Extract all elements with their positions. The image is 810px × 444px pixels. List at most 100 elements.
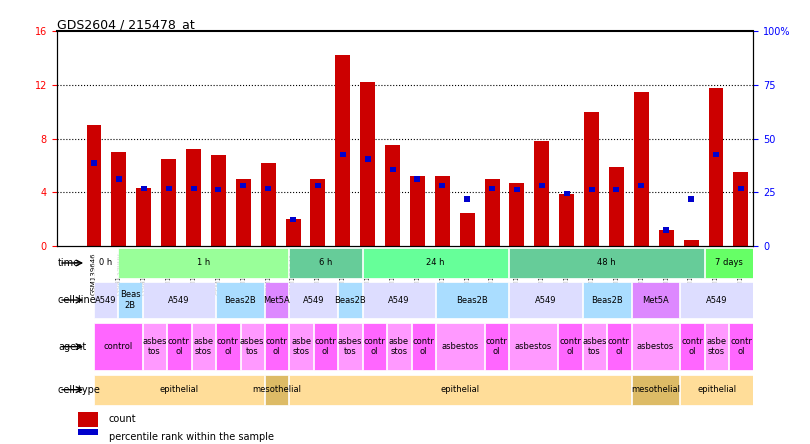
Text: 0 h: 0 h: [99, 258, 113, 267]
Text: 6 h: 6 h: [319, 258, 332, 267]
FancyBboxPatch shape: [241, 323, 264, 370]
FancyBboxPatch shape: [387, 323, 411, 370]
FancyBboxPatch shape: [363, 323, 386, 370]
Bar: [738, 186, 744, 191]
Bar: [688, 197, 694, 202]
Bar: [684, 239, 698, 246]
Text: asbe
stos: asbe stos: [706, 337, 727, 357]
FancyBboxPatch shape: [289, 282, 337, 318]
Text: asbes
tos: asbes tos: [143, 337, 167, 357]
Bar: [613, 187, 620, 192]
Bar: [609, 167, 624, 246]
Bar: [464, 197, 470, 202]
FancyBboxPatch shape: [265, 282, 288, 318]
Text: cell line: cell line: [58, 295, 96, 305]
Bar: [713, 152, 719, 158]
FancyBboxPatch shape: [608, 323, 631, 370]
Text: asbes
tos: asbes tos: [338, 337, 362, 357]
Text: asbe
stos: asbe stos: [194, 337, 213, 357]
FancyBboxPatch shape: [509, 282, 582, 318]
Text: Beas2B: Beas2B: [335, 296, 366, 305]
Text: control: control: [103, 342, 132, 351]
Text: epithelial: epithelial: [160, 385, 198, 394]
Bar: [241, 183, 246, 188]
Text: contr
ol: contr ol: [364, 337, 386, 357]
FancyBboxPatch shape: [363, 282, 435, 318]
Bar: [385, 145, 400, 246]
Bar: [78, 429, 99, 444]
FancyBboxPatch shape: [118, 282, 142, 318]
Text: Beas2B: Beas2B: [590, 296, 623, 305]
Text: 48 h: 48 h: [597, 258, 616, 267]
Text: A549: A549: [95, 296, 117, 305]
Text: mesothelial: mesothelial: [252, 385, 301, 394]
Bar: [166, 186, 172, 191]
FancyBboxPatch shape: [485, 323, 509, 370]
FancyBboxPatch shape: [216, 282, 264, 318]
Bar: [136, 188, 151, 246]
FancyBboxPatch shape: [143, 282, 215, 318]
Bar: [659, 230, 674, 246]
FancyBboxPatch shape: [582, 323, 606, 370]
Text: Beas2B: Beas2B: [456, 296, 488, 305]
Text: contr
ol: contr ol: [266, 337, 288, 357]
Bar: [410, 176, 425, 246]
FancyBboxPatch shape: [436, 323, 484, 370]
Text: Beas
2B: Beas 2B: [120, 290, 140, 310]
Bar: [340, 152, 346, 158]
Text: percentile rank within the sample: percentile rank within the sample: [109, 432, 274, 441]
Bar: [315, 183, 321, 188]
Text: mesothelial: mesothelial: [631, 385, 680, 394]
FancyBboxPatch shape: [313, 323, 337, 370]
Text: contr
ol: contr ol: [168, 337, 190, 357]
FancyBboxPatch shape: [94, 375, 264, 405]
FancyBboxPatch shape: [94, 323, 142, 370]
Text: agent: agent: [58, 342, 86, 352]
Text: asbes
tos: asbes tos: [240, 337, 265, 357]
Bar: [584, 112, 599, 246]
Bar: [564, 191, 569, 197]
Bar: [112, 152, 126, 246]
FancyBboxPatch shape: [216, 323, 240, 370]
Text: asbe
stos: asbe stos: [291, 337, 311, 357]
Bar: [509, 183, 524, 246]
Bar: [435, 176, 450, 246]
Text: contr
ol: contr ol: [559, 337, 581, 357]
Bar: [290, 217, 296, 222]
Bar: [265, 186, 271, 191]
Bar: [91, 160, 97, 166]
FancyBboxPatch shape: [289, 375, 631, 405]
FancyBboxPatch shape: [143, 323, 166, 370]
Text: count: count: [109, 414, 137, 424]
FancyBboxPatch shape: [680, 282, 752, 318]
Bar: [141, 186, 147, 191]
Text: asbes
tos: asbes tos: [582, 337, 607, 357]
Text: A549: A549: [706, 296, 727, 305]
FancyBboxPatch shape: [729, 323, 752, 370]
Bar: [535, 141, 549, 246]
Text: A549: A549: [303, 296, 324, 305]
FancyBboxPatch shape: [582, 282, 631, 318]
Bar: [663, 227, 669, 233]
FancyBboxPatch shape: [339, 323, 362, 370]
Text: A549: A549: [535, 296, 556, 305]
Text: A549: A549: [388, 296, 410, 305]
Bar: [733, 172, 748, 246]
Bar: [335, 56, 350, 246]
FancyBboxPatch shape: [680, 323, 704, 370]
Bar: [236, 179, 251, 246]
Text: Beas2B: Beas2B: [224, 296, 256, 305]
FancyBboxPatch shape: [192, 323, 215, 370]
Text: epithelial: epithelial: [697, 385, 736, 394]
Bar: [87, 125, 101, 246]
Bar: [638, 183, 644, 188]
Text: 7 days: 7 days: [715, 258, 743, 267]
FancyBboxPatch shape: [339, 282, 362, 318]
Bar: [589, 187, 595, 192]
Bar: [186, 150, 201, 246]
Text: time: time: [58, 258, 80, 268]
Bar: [559, 194, 574, 246]
Text: contr
ol: contr ol: [486, 337, 508, 357]
Text: contr
ol: contr ol: [217, 337, 239, 357]
FancyBboxPatch shape: [632, 282, 680, 318]
